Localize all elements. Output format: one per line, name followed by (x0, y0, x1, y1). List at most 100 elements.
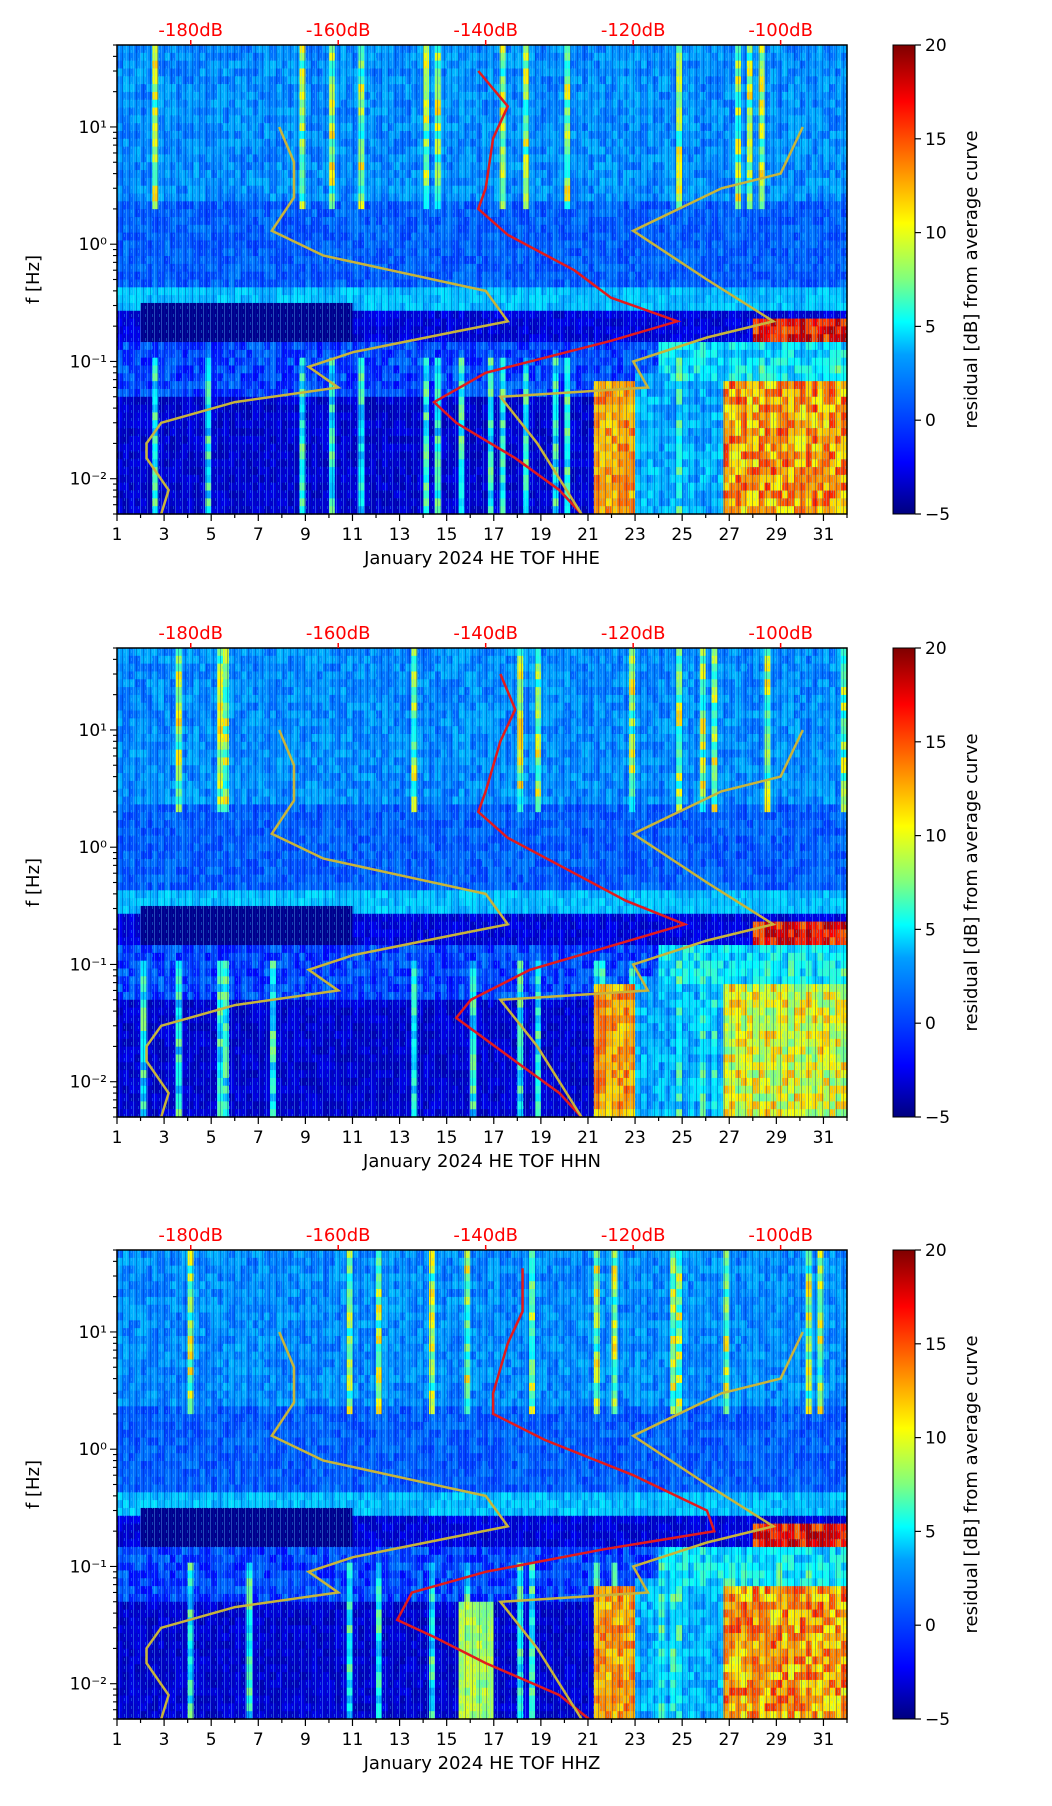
model-low-curve (145, 1331, 510, 1720)
spectrogram-heatmap (117, 648, 848, 1118)
model-high-curve (497, 729, 804, 1118)
db-scale-label: -120dB (601, 1225, 666, 1246)
x-tick-label: 9 (300, 1128, 311, 1148)
x-tick-label: 29 (766, 1730, 788, 1750)
x-tick-label: 31 (813, 1128, 835, 1148)
x-tick-label: 29 (766, 1128, 788, 1148)
model-high-curve (497, 1331, 804, 1720)
colorbar: −5 0 5 10 15 20 residual [dB] from average cur… (892, 1241, 982, 1730)
colorbar: −5 0 5 10 15 20 residual [dB] from average cur… (892, 639, 982, 1128)
x-tick-label: 17 (483, 1128, 505, 1148)
x-tick-label: 11 (342, 1128, 364, 1148)
x-tick-label: 15 (436, 525, 458, 545)
db-scale-label: -160dB (306, 20, 371, 41)
x-tick-label: 25 (671, 525, 693, 545)
y-tick-label: 10⁻¹ (70, 352, 107, 372)
x-tick-label: 19 (530, 1128, 552, 1148)
db-scale-label: -140dB (453, 20, 518, 41)
y-axis: 10⁻² 10⁻¹ 10⁰ 10¹ (70, 647, 117, 1118)
y-tick-label: 10⁻¹ (70, 955, 107, 975)
colorbar-tick-label: 10 (925, 1429, 947, 1449)
x-tick-label: 25 (671, 1730, 693, 1750)
x-tick-label: 23 (624, 525, 646, 545)
colorbar-tick-label: 15 (925, 130, 947, 150)
x-tick-label: 21 (577, 525, 599, 545)
colorbar-tick-label: 20 (925, 36, 947, 56)
x-tick-label: 5 (206, 1730, 217, 1750)
y-tick-label: 10⁻² (70, 470, 107, 490)
x-tick-label: 27 (718, 525, 740, 545)
colorbar-tick-label: 15 (925, 1335, 947, 1355)
x-tick-label: 7 (253, 1128, 264, 1148)
panel-hhe: 1 3 5 7 9 11 13 15 17 19 21 23 25 27 29 31 10⁻²10⁻¹10⁰1… (23, 20, 982, 569)
x-axis-label: January 2024 HE TOF HHZ (363, 1753, 601, 1774)
y-tick-label: 10¹ (79, 721, 107, 741)
psd-curves (145, 673, 804, 1118)
db-scale-label: -140dB (453, 623, 518, 644)
y-axis: 10⁻² 10⁻¹ 10⁰ 10¹ (70, 1249, 117, 1720)
colorbar-tick-label: −5 (925, 1108, 950, 1128)
x-tick-label: 15 (436, 1730, 458, 1750)
noise-psd-curve (432, 70, 682, 515)
x-tick-label: 3 (159, 1730, 170, 1750)
model-high-curve (497, 126, 804, 515)
y-tick-label: 10⁻² (70, 1675, 107, 1695)
x-tick-label: 3 (159, 1128, 170, 1148)
y-tick-label: 10¹ (79, 118, 107, 138)
y-tick-label: 10⁰ (79, 1440, 108, 1460)
colorbar-tick-label: −5 (925, 505, 950, 525)
x-tick-label: 19 (530, 525, 552, 545)
y-axis-label: f [Hz] (23, 1460, 44, 1509)
colorbar-tick-label: 20 (925, 1241, 947, 1261)
colorbar-gradient (892, 44, 916, 515)
y-tick-label: 10⁰ (79, 235, 108, 255)
model-low-curve (145, 729, 510, 1118)
model-low-curve (145, 126, 510, 515)
x-tick-label: 21 (577, 1730, 599, 1750)
x-tick-label: 1 (112, 525, 123, 545)
x-tick-label: 5 (206, 525, 217, 545)
x-tick-label: 7 (253, 525, 264, 545)
x-tick-label: 9 (300, 1730, 311, 1750)
noise-psd-curve (395, 1268, 716, 1720)
colorbar-tick-label: 15 (925, 733, 947, 753)
colorbar-gradient (892, 1249, 916, 1720)
x-tick-label: 9 (300, 525, 311, 545)
x-tick-label: 23 (624, 1128, 646, 1148)
db-scale-label: -120dB (601, 623, 666, 644)
x-axis-label: January 2024 HE TOF HHN (362, 1151, 601, 1172)
db-scale-label: -140dB (453, 1225, 518, 1246)
x-tick-label: 27 (718, 1730, 740, 1750)
db-scale-labels: -180dB -160dB -140dB -120dB -100dB (158, 20, 813, 45)
x-tick-label: 13 (389, 1730, 411, 1750)
colorbar-tick-label: 0 (925, 1616, 936, 1636)
noise-psd-curve (454, 673, 689, 1118)
y-tick-label: 10⁻¹ (70, 1557, 107, 1577)
db-scale-label: -180dB (158, 1225, 223, 1246)
x-tick-label: 1 (112, 1128, 123, 1148)
x-tick-label: 31 (813, 1730, 835, 1750)
spectrogram-heatmap (117, 45, 848, 515)
colorbar: −5 0 5 10 15 20 residual [dB] from average cur… (892, 36, 982, 525)
colorbar-tick-label: 5 (925, 920, 936, 940)
x-tick-label: 13 (389, 525, 411, 545)
db-scale-label: -100dB (748, 20, 813, 41)
colorbar-gradient (892, 647, 916, 1118)
x-tick-label: 11 (342, 525, 364, 545)
db-scale-label: -100dB (748, 1225, 813, 1246)
x-tick-label: 5 (206, 1128, 217, 1148)
x-axis: 1 3 5 7 9 11 13 15 17 19 21 23 25 27 29 31 (112, 1719, 848, 1750)
colorbar-tick-label: 20 (925, 639, 947, 659)
psd-curves (145, 1268, 804, 1720)
colorbar-label: residual [dB] from average curve (961, 733, 982, 1031)
db-scale-label: -180dB (158, 20, 223, 41)
colorbar-tick-label: 0 (925, 411, 936, 431)
x-tick-label: 23 (624, 1730, 646, 1750)
x-axis: 1 3 5 7 9 11 13 15 17 19 21 23 25 27 29 31 (112, 1117, 848, 1148)
colorbar-tick-label: 5 (925, 1522, 936, 1542)
y-tick-label: 10⁻² (70, 1073, 107, 1093)
x-tick-label: 13 (389, 1128, 411, 1148)
x-tick-label: 25 (671, 1128, 693, 1148)
x-tick-label: 3 (159, 525, 170, 545)
